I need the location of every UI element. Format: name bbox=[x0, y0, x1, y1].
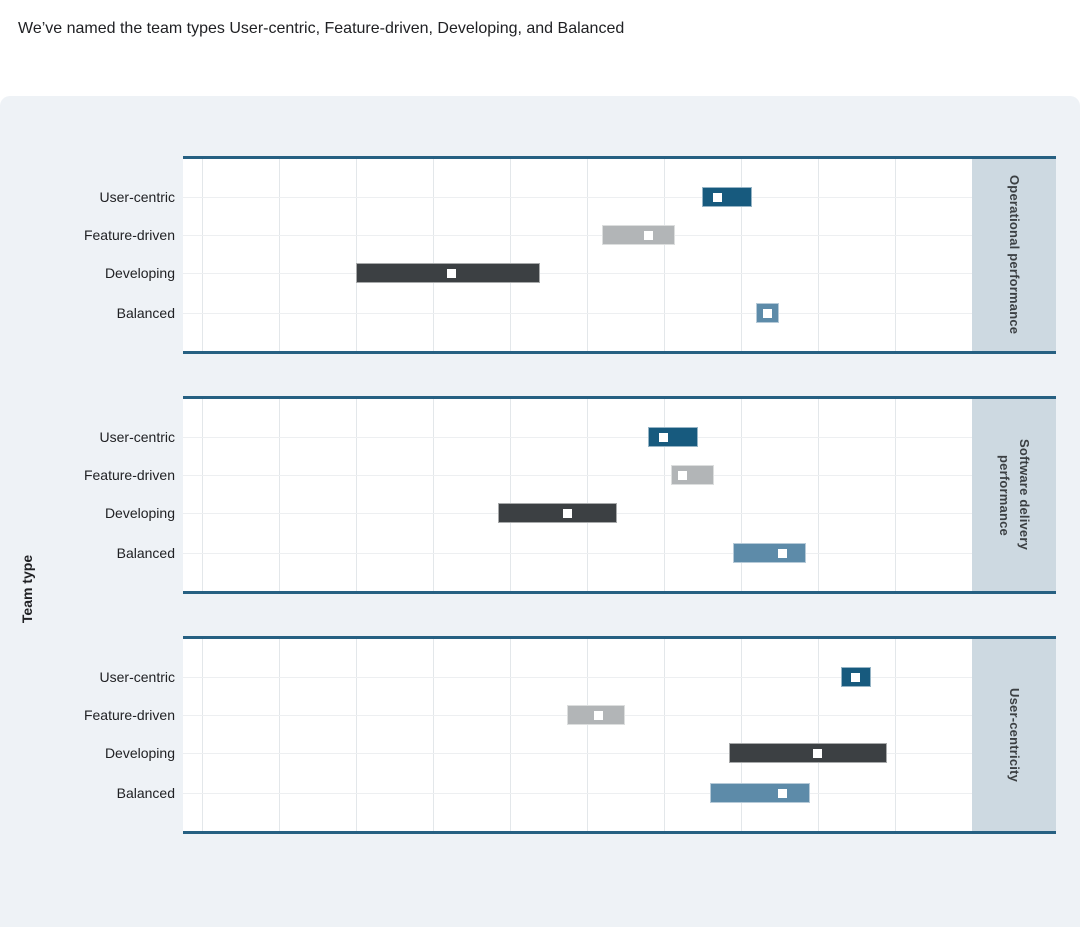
gridline-vertical bbox=[586, 639, 588, 831]
gridline-vertical bbox=[509, 639, 511, 831]
row-label: Feature-driven bbox=[83, 707, 175, 723]
mean-marker bbox=[593, 710, 603, 720]
mean-marker bbox=[778, 788, 788, 798]
panel-top-border bbox=[183, 636, 1056, 639]
gridline-vertical bbox=[894, 639, 896, 831]
gridline-vertical bbox=[663, 639, 665, 831]
facet-strip: Software delivery performance bbox=[972, 399, 1056, 591]
row-label: Developing bbox=[104, 265, 175, 281]
gridline-horizontal bbox=[183, 475, 972, 476]
gridline-vertical bbox=[201, 399, 203, 591]
facet-strip-label: Software delivery performance bbox=[997, 439, 1033, 551]
row-label: Developing bbox=[104, 745, 175, 761]
panel-bottom-border bbox=[183, 591, 1056, 594]
mean-marker bbox=[812, 748, 822, 758]
gridline-vertical bbox=[663, 159, 665, 351]
facet-strip-label: Operational performance bbox=[1007, 175, 1023, 335]
gridline-horizontal bbox=[183, 553, 972, 554]
ci-bar bbox=[355, 263, 541, 283]
gridline-vertical bbox=[586, 159, 588, 351]
panel-bottom-border bbox=[183, 831, 1056, 834]
plot-area bbox=[183, 159, 973, 351]
gridline-vertical bbox=[509, 399, 511, 591]
ci-bar bbox=[755, 303, 779, 323]
gridline-horizontal bbox=[183, 313, 972, 314]
ci-bar bbox=[702, 187, 753, 207]
row-label: User-centric bbox=[99, 429, 175, 445]
mean-marker bbox=[851, 672, 861, 682]
ci-bar bbox=[601, 225, 676, 245]
gridline-horizontal bbox=[183, 235, 972, 236]
gridline-vertical bbox=[201, 639, 203, 831]
gridline-vertical bbox=[817, 639, 819, 831]
gridline-vertical bbox=[355, 639, 357, 831]
gridline-horizontal bbox=[183, 437, 972, 438]
mean-marker bbox=[658, 432, 668, 442]
gridline-vertical bbox=[817, 399, 819, 591]
gridline-vertical bbox=[355, 159, 357, 351]
row-label: User-centric bbox=[99, 189, 175, 205]
gridline-vertical bbox=[432, 159, 434, 351]
panel-bottom-border bbox=[183, 351, 1056, 354]
ci-bar bbox=[709, 783, 810, 803]
gridline-horizontal bbox=[183, 273, 972, 274]
mean-marker bbox=[643, 230, 653, 240]
row-label: User-centric bbox=[99, 669, 175, 685]
mean-marker bbox=[712, 192, 722, 202]
facet-strip: User-centricity bbox=[972, 639, 1056, 831]
gridline-horizontal bbox=[183, 677, 972, 678]
facet-strip: Operational performance bbox=[972, 159, 1056, 351]
y-axis-title: Team type bbox=[19, 554, 35, 624]
chart-canvas: Team type Operational performance Softwar… bbox=[0, 96, 1080, 927]
gridline-vertical bbox=[509, 159, 511, 351]
gridline-vertical bbox=[201, 159, 203, 351]
row-label: Balanced bbox=[116, 785, 175, 801]
gridline-vertical bbox=[817, 159, 819, 351]
mean-marker bbox=[762, 308, 772, 318]
ci-bar bbox=[497, 503, 618, 523]
ci-bar bbox=[732, 543, 806, 563]
row-label: Feature-driven bbox=[83, 227, 175, 243]
gridline-vertical bbox=[278, 639, 280, 831]
gridline-horizontal bbox=[183, 197, 972, 198]
gridline-horizontal bbox=[183, 753, 972, 754]
gridline-vertical bbox=[894, 399, 896, 591]
mean-marker bbox=[447, 268, 457, 278]
gridline-horizontal bbox=[183, 793, 972, 794]
plot-area bbox=[183, 639, 973, 831]
panel-1: Operational performance bbox=[183, 156, 1056, 354]
mean-marker bbox=[678, 470, 688, 480]
gridline-vertical bbox=[432, 639, 434, 831]
gridline-vertical bbox=[278, 399, 280, 591]
plot-area bbox=[183, 399, 973, 591]
ci-bar bbox=[567, 705, 625, 725]
row-label: Balanced bbox=[116, 305, 175, 321]
gridline-vertical bbox=[894, 159, 896, 351]
panel-top-border bbox=[183, 396, 1056, 399]
panel-2: Software delivery performance bbox=[183, 396, 1056, 594]
row-label: Developing bbox=[104, 505, 175, 521]
ci-bar bbox=[840, 667, 872, 687]
panel-3: User-centricity bbox=[183, 636, 1056, 834]
gridline-vertical bbox=[586, 399, 588, 591]
gridline-vertical bbox=[278, 159, 280, 351]
ci-bar bbox=[671, 465, 714, 485]
gridline-vertical bbox=[740, 639, 742, 831]
mean-marker bbox=[778, 548, 788, 558]
ci-bar bbox=[728, 743, 887, 763]
gridline-vertical bbox=[432, 399, 434, 591]
ci-bar bbox=[648, 427, 699, 447]
facet-strip-label: User-centricity bbox=[1007, 687, 1023, 783]
mean-marker bbox=[562, 508, 572, 518]
chart-title: We’ve named the team types User-centric,… bbox=[18, 20, 625, 37]
gridline-vertical bbox=[663, 399, 665, 591]
gridline-vertical bbox=[740, 399, 742, 591]
row-label: Feature-driven bbox=[83, 467, 175, 483]
row-label: Balanced bbox=[116, 545, 175, 561]
gridline-vertical bbox=[740, 159, 742, 351]
gridline-vertical bbox=[355, 399, 357, 591]
panel-top-border bbox=[183, 156, 1056, 159]
